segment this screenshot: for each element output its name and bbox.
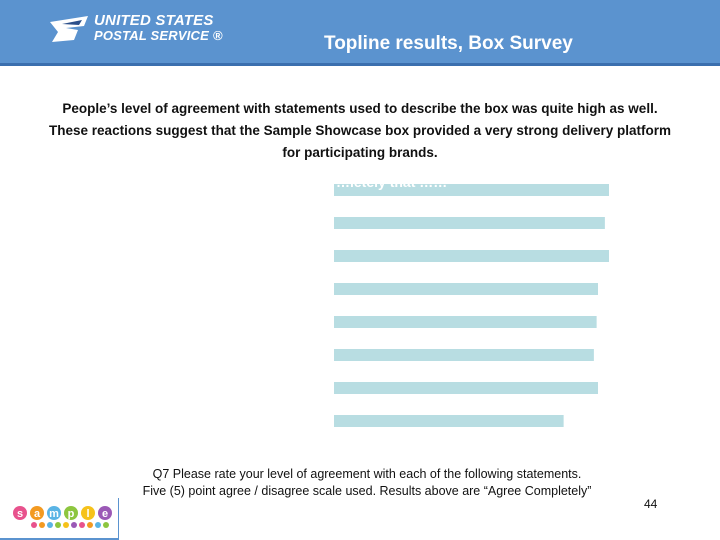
header-divider [0,63,720,66]
bar-7 [334,382,598,394]
logo-letter-1: s [17,508,23,520]
logo-circle-6 [98,506,112,520]
chart-title: …letely that …… [336,174,448,190]
logo-letter-6: e [102,508,108,520]
footnote-line-1: Q7 Please rate your level of agreement w… [152,467,582,481]
bar-5 [334,316,597,328]
logo-letter-5: l [86,508,89,520]
logo-dot-1 [31,522,37,528]
summary-line-1: People’s level of agreement with stateme… [62,101,658,116]
question-footnote: Q7 Please rate your level of agreement w… [92,466,642,500]
logo-circle-5 [81,506,95,520]
logo-dot-10 [103,522,109,528]
logo-dot-8 [87,522,93,528]
logo-circle-1 [13,506,27,520]
logo-circle-2 [30,506,44,520]
logo-dot-2 [39,522,45,528]
logo-dot-5 [63,522,69,528]
footer-divider-vertical [118,498,119,540]
usps-logo: UNITED STATES POSTAL SERVICE ® [48,12,238,46]
summary-line-2: These reactions suggest that the Sample … [49,123,671,138]
summary-line-3: for participating brands. [282,145,438,160]
logo-text-line1: UNITED STATES [94,12,214,29]
bar-3 [334,250,609,262]
logo-dot-4 [55,522,61,528]
bar-8 [334,415,564,427]
logo-letter-3: m [49,508,59,520]
bar-2 [334,217,605,229]
logo-dot-3 [47,522,53,528]
logo-text-line2: POSTAL SERVICE ® [94,28,223,43]
logo-dot-7 [79,522,85,528]
logo-letter-2: a [34,508,41,520]
usps-eagle-icon [50,16,88,42]
bar-6 [334,349,594,361]
logo-circle-3 [47,506,61,520]
logo-letter-4: p [68,508,75,520]
logo-dot-9 [95,522,101,528]
bar-1 [334,184,609,196]
footer-divider-horizontal [0,538,119,540]
page-number: 44 [644,497,658,511]
summary-text: People’s level of agreement with stateme… [8,98,712,164]
header-bar [0,0,720,63]
logo-dot-6 [71,522,77,528]
bar-4 [334,283,598,295]
logo-circle-4 [64,506,78,520]
footnote-line-2: Five (5) point agree / disagree scale us… [142,484,592,498]
page-title: Topline results, Box Survey [324,33,573,54]
agreement-bar-chart [334,184,609,427]
